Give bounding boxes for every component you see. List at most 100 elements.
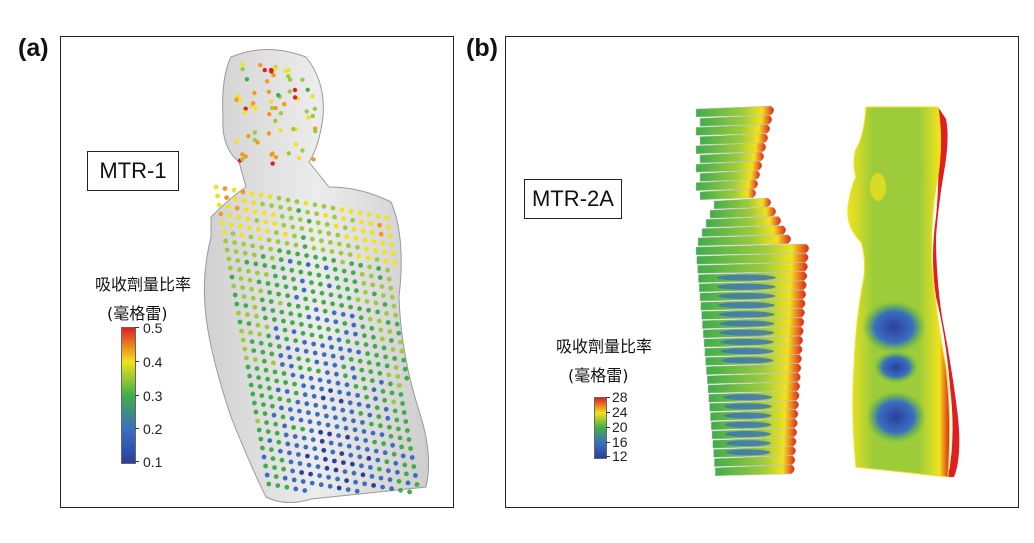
- dose-point: [305, 262, 311, 267]
- dose-point: [273, 474, 279, 479]
- dose-point: [340, 407, 346, 413]
- colorbar-a-unit: (毫格雷): [107, 304, 168, 323]
- dose-point: [368, 273, 374, 279]
- dose-point: [261, 210, 267, 216]
- dose-point: [360, 324, 366, 330]
- dose-point: [389, 338, 394, 343]
- dose-point: [255, 418, 260, 424]
- dose-point: [228, 265, 233, 271]
- dose-point: [371, 387, 377, 393]
- dose-point: [282, 423, 287, 429]
- dose-point: [402, 462, 408, 468]
- dose-point: [310, 113, 315, 119]
- dose-point: [234, 97, 239, 102]
- dose-point: [278, 128, 283, 133]
- dose-point: [399, 348, 405, 354]
- dose-point: [260, 445, 265, 451]
- dose-point: [379, 432, 385, 438]
- dose-point: [339, 451, 345, 456]
- dose-point: [295, 251, 300, 257]
- dose-point: [287, 77, 293, 82]
- dose-point: [234, 205, 240, 211]
- dose-slice: [695, 142, 767, 155]
- dose-point: [363, 438, 368, 443]
- dose-point: [365, 255, 371, 261]
- dose-point: [366, 212, 372, 217]
- dose-point: [346, 443, 352, 449]
- dose-point: [403, 419, 409, 424]
- panel-a: MTR-1 吸收劑量比率 (毫格雷) 0.5 0.4 0.3 0.2 0.1: [60, 36, 454, 508]
- dose-point: [324, 413, 329, 419]
- dose-point: [307, 366, 312, 372]
- dose-point: [245, 364, 251, 370]
- dose-point: [407, 489, 412, 495]
- dose-point: [216, 202, 222, 208]
- colorbar-a-tick-2: 0.3: [143, 388, 163, 404]
- dose-point: [263, 315, 268, 321]
- dose-point: [380, 388, 386, 394]
- dose-point: [290, 372, 296, 378]
- dose-point: [406, 437, 412, 442]
- dose-point: [356, 402, 362, 407]
- dose-point: [387, 329, 393, 334]
- dose-point: [274, 430, 280, 436]
- dose-point: [359, 463, 364, 469]
- dose-point: [265, 429, 271, 434]
- dose-point: [369, 474, 375, 479]
- dose-point: [314, 455, 319, 461]
- dose-slice-core: [723, 403, 772, 410]
- dose-point: [298, 269, 304, 275]
- dose-point: [360, 472, 366, 478]
- dose-point: [291, 276, 296, 282]
- dose-point: [229, 274, 235, 280]
- dose-point: [369, 230, 375, 235]
- dose-point: [323, 361, 329, 366]
- dose-point: [341, 216, 346, 222]
- dose-point: [395, 469, 400, 475]
- dose-point: [267, 342, 273, 348]
- dose-point: [276, 344, 282, 349]
- dose-slice: [709, 206, 777, 219]
- dose-point: [265, 281, 271, 286]
- dose-point: [292, 434, 298, 439]
- dose-point: [274, 282, 280, 288]
- dose-point: [317, 229, 323, 235]
- dose-point: [242, 346, 248, 352]
- dose-point: [362, 333, 367, 339]
- dose-point: [245, 216, 251, 222]
- dose-slice: [705, 216, 782, 228]
- dose-point: [398, 487, 403, 493]
- dose-point: [411, 464, 417, 469]
- dose-point: [218, 211, 224, 217]
- dose-point: [273, 326, 279, 331]
- dose-point: [269, 152, 274, 157]
- dose-point: [353, 479, 358, 485]
- dose-point: [308, 323, 313, 329]
- dose-point: [240, 189, 246, 195]
- dose-point: [335, 476, 340, 482]
- dose-point: [294, 347, 300, 353]
- dose-point: [361, 376, 366, 382]
- dose-point: [289, 267, 295, 273]
- dose-slice: [695, 243, 810, 256]
- dose-point: [356, 349, 361, 355]
- dose-point: [268, 99, 274, 104]
- dose-point: [332, 362, 338, 368]
- dose-point: [278, 257, 284, 263]
- dose-point: [289, 416, 295, 421]
- dose-point: [286, 74, 291, 79]
- dose-point: [346, 243, 351, 249]
- dose-point: [396, 478, 402, 484]
- dose-point: [380, 240, 386, 246]
- dose-slice: [701, 225, 787, 237]
- dose-point: [279, 213, 285, 219]
- dose-point: [282, 327, 288, 333]
- dose-point: [299, 226, 305, 232]
- dose-point: [318, 429, 323, 435]
- dose-point: [260, 201, 265, 207]
- dose-point: [246, 134, 251, 139]
- dose-point: [389, 390, 395, 396]
- dose-point: [282, 101, 287, 107]
- dose-point: [382, 302, 388, 307]
- dose-point: [357, 454, 363, 460]
